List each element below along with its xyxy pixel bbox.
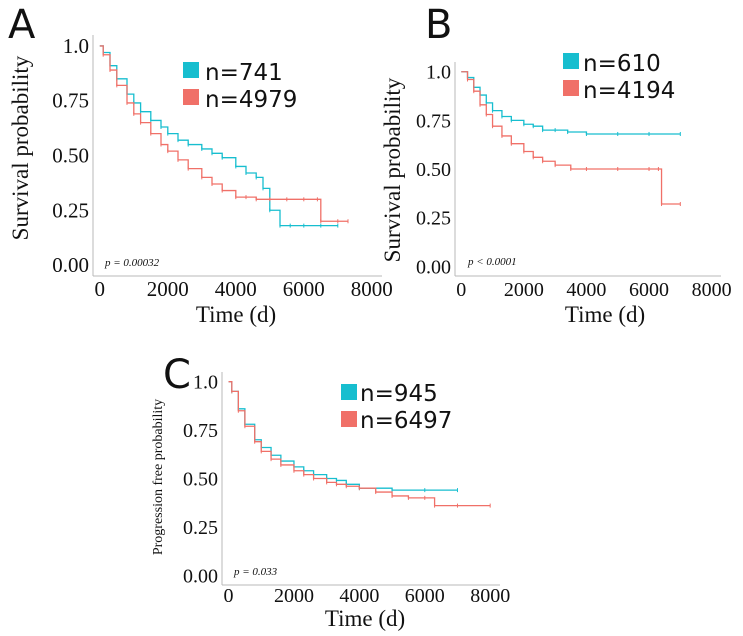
p-value: p < 0.0001 (467, 256, 517, 268)
x-tick-label: 8000 (692, 279, 732, 301)
y-tick-label: 0.75 (416, 110, 451, 132)
x-tick-label: 2000 (147, 277, 189, 301)
y-axis-label: Progression free probability (151, 399, 166, 555)
series-line-salmon (461, 71, 681, 205)
legend-label: n=4979 (205, 87, 297, 113)
x-tick-label: 6000 (405, 585, 445, 607)
x-tick-label: 2000 (504, 279, 544, 301)
x-tick-label: 0 (95, 277, 106, 301)
y-axis-label: Survival probability (380, 77, 405, 262)
y-axis-label: Survival probability (8, 55, 33, 240)
x-tick-label: 4000 (215, 277, 257, 301)
y-tick-label: 0.75 (183, 420, 218, 442)
y-tick-label: 0.50 (52, 144, 89, 168)
legend-swatch-teal (341, 384, 357, 400)
p-value: p = 0.00032 (104, 257, 160, 269)
x-tick-label: 2000 (274, 585, 314, 607)
panel-label-c: C (163, 352, 191, 398)
legend-label: n=610 (583, 51, 661, 77)
y-tick-label: 0.00 (52, 253, 89, 277)
x-tick-label: 6000 (283, 277, 325, 301)
legend: n=945 n=6497 (341, 381, 452, 434)
legend-swatch-teal (183, 62, 199, 78)
legend-swatch-salmon (563, 80, 579, 96)
legend-swatch-salmon (183, 89, 199, 105)
x-tick-label: 4000 (339, 585, 379, 607)
y-tick-label: 1.0 (63, 34, 89, 58)
y-tick-label: 0.50 (183, 469, 218, 491)
x-axis-label: Time (d) (196, 302, 276, 327)
y-tick-label: 0.75 (52, 89, 89, 113)
panel-b: B Survival probability Time (d) p < 0.00… (380, 2, 732, 327)
legend-label: n=945 (360, 381, 438, 407)
y-tick-label: 1.0 (426, 62, 451, 84)
x-tick-label: 0 (456, 279, 466, 301)
panel-c: C Progression free probability Time (d) … (151, 352, 510, 631)
legend-swatch-teal (563, 53, 579, 69)
legend: n=610 n=4194 (563, 51, 675, 104)
x-tick-label: 6000 (629, 279, 669, 301)
panel-label-a: A (8, 2, 36, 48)
legend-label: n=6497 (360, 408, 452, 434)
panel-a: A Survival probability Time (d) p = 0.00… (8, 2, 393, 327)
legend: n=741 n=4979 (183, 60, 297, 113)
x-axis-label: Time (d) (325, 606, 405, 631)
x-tick-label: 4000 (566, 279, 606, 301)
legend-label: n=4194 (583, 78, 675, 104)
p-value: p = 0.033 (233, 566, 278, 578)
y-tick-label: 1.0 (193, 372, 218, 394)
y-tick-label: 0.25 (183, 517, 218, 539)
y-tick-label: 0.25 (52, 198, 89, 222)
x-tick-label: 0 (224, 585, 234, 607)
y-tick-label: 0.00 (416, 256, 451, 278)
legend-label: n=741 (205, 60, 283, 86)
y-tick-label: 0.25 (416, 208, 451, 230)
x-axis-label: Time (d) (565, 302, 645, 327)
legend-swatch-salmon (341, 411, 357, 427)
y-tick-label: 0.50 (416, 159, 451, 181)
panel-label-b: B (425, 2, 452, 48)
series-line-salmon (99, 45, 348, 222)
y-tick-label: 0.00 (183, 565, 218, 587)
x-tick-label: 8000 (351, 277, 393, 301)
x-tick-label: 8000 (470, 585, 510, 607)
